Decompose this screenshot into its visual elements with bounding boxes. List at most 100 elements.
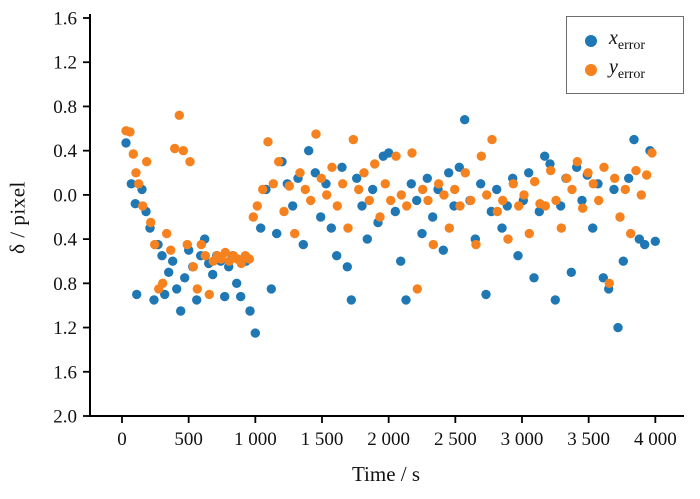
scatter-point-x_error xyxy=(481,289,491,300)
scatter-point-x_error xyxy=(401,295,411,305)
scatter-point-y_error xyxy=(178,146,188,156)
scatter-point-x_error xyxy=(272,228,282,239)
scatter-point-y_error xyxy=(551,195,561,206)
scatter-point-y_error xyxy=(524,228,534,239)
scatter-point-y_error xyxy=(615,212,625,222)
scatter-point-x_error xyxy=(492,184,502,195)
scatter-point-y_error xyxy=(514,201,524,211)
scatter-point-y_error xyxy=(492,206,502,217)
scatter-point-x_error xyxy=(454,162,464,172)
scatter-point-y_error xyxy=(354,184,364,195)
scatter-point-x_error xyxy=(298,239,308,250)
scatter-point-y_error xyxy=(540,201,550,211)
scatter-point-y_error xyxy=(142,157,152,167)
scatter-point-x_error xyxy=(304,146,314,156)
scatter-point-y_error xyxy=(428,239,438,250)
scatter-point-y_error xyxy=(138,201,148,211)
x-axis-title: Time / s xyxy=(351,462,421,486)
scatter-point-y_error xyxy=(220,247,230,258)
scatter-point-y_error xyxy=(503,234,513,244)
scatter-point-y_error xyxy=(174,110,184,121)
scatter-point-y_error xyxy=(578,203,588,213)
scatter-point-y_error xyxy=(162,228,172,239)
scatter-point-y_error xyxy=(418,184,428,195)
scatter-point-y_error xyxy=(530,176,540,187)
scatter-point-y_error xyxy=(128,149,138,159)
scatter-point-y_error xyxy=(450,184,460,195)
scatter-point-x_error xyxy=(624,173,634,183)
scatter-point-y_error xyxy=(150,239,160,250)
scatter-point-y_error xyxy=(508,179,518,189)
scatter-point-x_error xyxy=(310,168,320,178)
scatter-point-y_error xyxy=(519,190,529,200)
scatter-point-y_error xyxy=(348,134,358,145)
scatter-point-x_error xyxy=(332,251,342,261)
scatter-point-y_error xyxy=(562,173,572,183)
scatter-point-y_error xyxy=(588,179,598,189)
scatter-point-x_error xyxy=(460,115,470,125)
scatter-point-y_error xyxy=(192,284,202,294)
x-error-marker-icon xyxy=(585,34,597,47)
x-tick-label: 3 500 xyxy=(567,429,610,450)
scatter-point-x_error xyxy=(444,168,454,178)
legend-label-x-base: x xyxy=(609,27,618,49)
scatter-point-y_error xyxy=(316,173,326,183)
scatter-point-x_error xyxy=(288,201,298,211)
scatter-point-y_error xyxy=(182,239,192,250)
scatter-point-x_error xyxy=(428,212,438,222)
scatter-point-x_error xyxy=(650,236,660,246)
scatter-point-y_error xyxy=(268,179,278,189)
scatter-point-y_error xyxy=(482,190,492,200)
scatter-point-x_error xyxy=(346,295,356,305)
scatter-point-x_error xyxy=(588,223,598,233)
scatter-point-x_error xyxy=(540,151,550,161)
scatter-point-x_error xyxy=(157,251,167,261)
scatter-point-x_error xyxy=(422,173,432,183)
scatter-point-y_error xyxy=(196,239,206,250)
legend-item-x-error: xerror xyxy=(585,26,683,55)
scatter-point-x_error xyxy=(362,234,372,244)
scatter-point-y_error xyxy=(311,129,321,139)
scatter-point-y_error xyxy=(370,159,380,169)
scatter-point-y_error xyxy=(158,278,168,288)
scatter-point-x_error xyxy=(609,184,619,195)
legend-label-y-error: yerror xyxy=(609,56,645,83)
scatter-point-y_error xyxy=(471,239,481,250)
scatter-point-y_error xyxy=(290,228,300,239)
scatter-point-x_error xyxy=(640,239,650,250)
scatter-point-y_error xyxy=(134,179,144,189)
scatter-point-y_error xyxy=(460,168,470,178)
scatter-point-y_error xyxy=(647,148,657,158)
scatter-point-x_error xyxy=(232,278,242,288)
scatter-point-y_error xyxy=(386,195,396,206)
scatter-point-y_error xyxy=(466,195,476,206)
scatter-point-y_error xyxy=(295,168,305,178)
scatter-point-y_error xyxy=(236,258,246,269)
scatter-point-x_error xyxy=(566,267,576,277)
scatter-point-y_error xyxy=(402,201,412,211)
x-tick-label: 1 500 xyxy=(301,429,344,450)
scatter-point-y_error xyxy=(476,151,486,161)
scatter-point-y_error xyxy=(252,201,262,211)
legend-label-y-base: y xyxy=(609,56,618,78)
scatter-point-y_error xyxy=(263,137,273,147)
scatter-point-x_error xyxy=(384,148,394,158)
y-tick-label: 1.2 xyxy=(53,318,77,339)
scatter-point-y_error xyxy=(498,195,508,206)
scatter-point-y_error xyxy=(610,173,620,183)
scatter-point-y_error xyxy=(583,168,593,178)
scatter-point-y_error xyxy=(364,195,374,206)
x-tick-label: 2 500 xyxy=(434,429,477,450)
scatter-point-y_error xyxy=(343,223,353,233)
scatter-point-y_error xyxy=(391,151,401,161)
scatter-point-y_error xyxy=(594,195,604,206)
scatter-point-x_error xyxy=(368,184,378,195)
scatter-point-x_error xyxy=(326,223,336,233)
scatter-point-x_error xyxy=(534,206,544,217)
scatter-point-x_error xyxy=(357,201,367,211)
scatter-point-x_error xyxy=(529,273,539,283)
scatter-point-x_error xyxy=(164,267,174,277)
y-error-marker-icon xyxy=(585,63,597,76)
scatter-point-y_error xyxy=(604,278,614,288)
